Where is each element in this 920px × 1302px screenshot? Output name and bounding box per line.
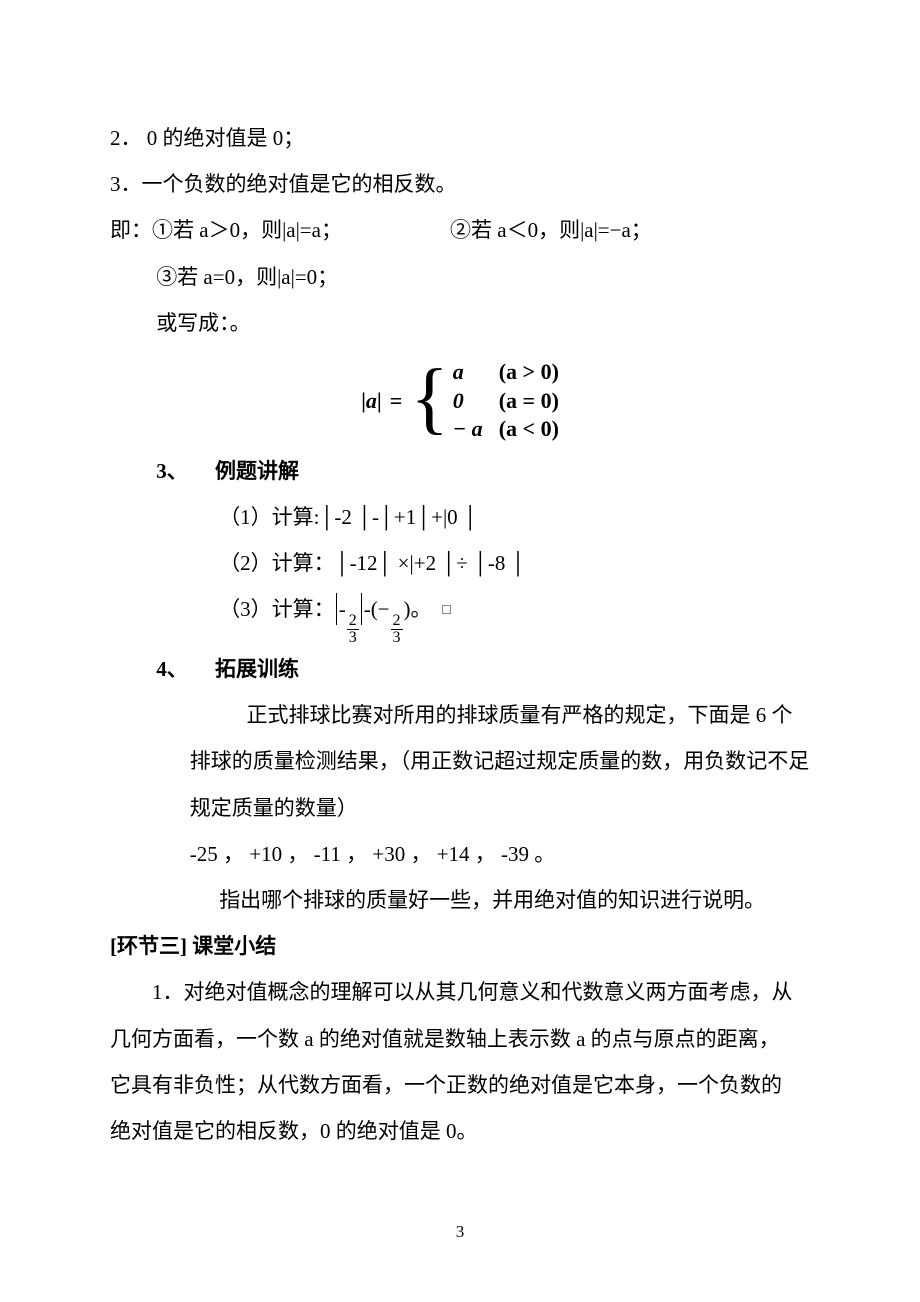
rule-1a: 即：①若 a＞0，则|a|=a； [110,207,450,253]
fraction-1-den: 3 [347,630,359,646]
fraction-1-num: 2 [347,613,359,630]
case-val-2: − a [453,415,499,444]
abs-var: a [366,388,377,413]
paragraph-3: 3．一个负数的绝对值是它的相反数。 [110,161,810,207]
case-val-1: 0 [453,387,499,416]
example-3-post: )。 [404,597,432,621]
part3-p2: 几何方面看，一个数 a 的绝对值就是数轴上表示数 a 的点与原点的距离， [110,1016,810,1062]
section-3-heading: 3、 例题讲解 [110,448,810,494]
page-number: 3 [0,1213,920,1250]
fraction-1: 23 [347,613,359,646]
section-4-heading: 4、 拓展训练 [110,646,810,692]
section-4-num: 4、 [156,646,215,692]
equals-sign: = [390,390,403,412]
section-3-num: 3、 [156,448,215,494]
marker-square-icon [442,605,451,614]
part3-p4: 绝对值是它的相反数，0 的绝对值是 0。 [110,1108,810,1154]
fraction-2-num: 2 [391,613,403,630]
section-4-title: 拓展训练 [215,646,299,692]
rule-line-3: 或写成：。 [110,300,810,346]
section-3-title: 例题讲解 [215,448,299,494]
piecewise-definition: |a| = { a(a > 0) 0(a = 0) − a(a < 0) [110,358,810,444]
document-page: 2． 0 的绝对值是 0； 3．一个负数的绝对值是它的相反数。 即：①若 a＞0… [0,0,920,1302]
left-brace-icon: { [410,358,448,438]
case-val-0: a [453,358,499,387]
sec4-para1b: 排球的质量检测结果，（用正数记超过规定质量的数，用负数记不足 [110,738,810,784]
abs-bar-icon [361,593,363,625]
example-3-pre: （3）计算： [219,597,335,621]
fraction-2-den: 3 [391,630,403,646]
sec4-para1a: 正式排球比赛对所用的排球质量有严格的规定，下面是 6 个 [110,692,810,738]
example-1: （1）计算:│-2 │-│+1│+|0 │ [110,494,810,540]
rule-1b: ②若 a＜0，则|a|=−a； [450,207,652,253]
example-2: （2）计算：│-12│ ×|+2 │÷ │-8 │ [110,540,810,586]
part3-p3: 它具有非负性；从代数方面看，一个正数的绝对值是它本身，一个负数的 [110,1062,810,1108]
sec4-para2: 指出哪个排球的质量好一些，并用绝对值的知识进行说明。 [110,877,810,923]
part3-heading: [环节三] 课堂小结 [110,923,810,969]
fraction-2: 23 [391,613,403,646]
abs-bar-icon [336,593,338,625]
sec4-para1c: 规定质量的数量） [110,785,810,831]
paragraph-2: 2． 0 的绝对值是 0； [110,115,810,161]
part3-p1: 1．对绝对值概念的理解可以从其几何意义和代数意义两方面考虑，从 [110,969,810,1015]
sec4-data: -25 ， +10 ， -11 ， +30 ， +14 ， -39 。 [110,831,810,877]
example-3-mid: (− [371,597,390,621]
abs-bar-right: | [377,388,382,413]
case-cond-1: (a = 0) [499,387,559,416]
rule-line-1: 即：①若 a＞0，则|a|=a； ②若 a＜0，则|a|=−a； [110,207,810,253]
piecewise-cases: a(a > 0) 0(a = 0) − a(a < 0) [453,358,559,444]
case-cond-0: (a > 0) [499,358,559,387]
rule-line-2: ③若 a=0，则|a|=0； [110,254,810,300]
case-cond-2: (a < 0) [499,415,559,444]
example-3: （3）计算：-23-(−23)。 [110,586,810,646]
